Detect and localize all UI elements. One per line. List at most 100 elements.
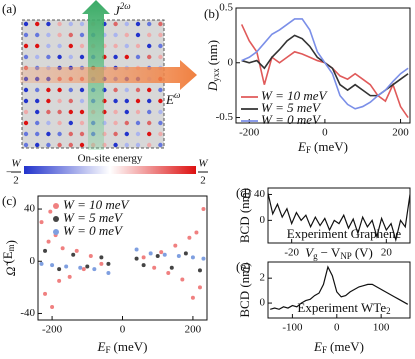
label-part: − V bbox=[321, 245, 341, 260]
data-point bbox=[190, 255, 195, 260]
lattice-site bbox=[23, 109, 29, 115]
data-point bbox=[141, 255, 146, 260]
lattice-site bbox=[147, 32, 152, 38]
data-point bbox=[176, 254, 181, 259]
x-tick-label: -200 bbox=[42, 324, 63, 336]
lattice-site bbox=[135, 142, 141, 148]
lattice-site bbox=[46, 120, 51, 126]
lattice-site bbox=[147, 142, 152, 148]
x-tick-label: -200 bbox=[239, 127, 260, 139]
colorbar-max-numerator: W bbox=[198, 158, 208, 170]
field-symbol: E bbox=[165, 92, 174, 107]
lattice-site bbox=[35, 109, 40, 115]
data-point bbox=[43, 291, 48, 296]
lattice-site bbox=[23, 120, 29, 126]
x-tick-label: 200 bbox=[185, 324, 202, 336]
lattice-site bbox=[57, 109, 62, 115]
data-point bbox=[99, 255, 104, 260]
panel-label: (e) bbox=[236, 259, 250, 274]
lattice-site bbox=[35, 43, 40, 49]
legend-swatch bbox=[53, 229, 59, 235]
lattice-site bbox=[147, 87, 152, 93]
lattice-site bbox=[68, 21, 74, 27]
data-point bbox=[39, 220, 44, 225]
data-point bbox=[201, 256, 206, 261]
lattice-site bbox=[79, 98, 85, 104]
legend-label: W = 10 meV bbox=[63, 197, 131, 212]
legend-label: W = 5 meV bbox=[261, 100, 322, 115]
lattice-site bbox=[113, 142, 118, 148]
lattice-site bbox=[35, 120, 40, 126]
lattice-site bbox=[158, 87, 163, 93]
data-point bbox=[71, 252, 76, 257]
lattice-site bbox=[135, 87, 141, 93]
lattice-site bbox=[135, 98, 141, 104]
data-point bbox=[50, 304, 55, 309]
data-point bbox=[162, 252, 167, 257]
y-tick-label: 0 bbox=[260, 214, 266, 226]
data-point bbox=[134, 247, 139, 252]
field-label: Eω bbox=[165, 90, 180, 107]
lattice-site bbox=[79, 43, 85, 49]
x-tick-label: 200 bbox=[392, 127, 409, 139]
lattice-site bbox=[46, 109, 51, 115]
axis-label: BCD (nm) bbox=[237, 188, 252, 243]
label-part: F bbox=[106, 345, 111, 355]
label-part: Experiment WTe bbox=[297, 300, 386, 315]
current-label: J2ω bbox=[114, 1, 131, 18]
data-line bbox=[270, 265, 409, 310]
y-tick-label: 2 bbox=[260, 272, 266, 284]
lattice-diagram: (a) J2ω Eω On-site energy − W 2 W 2 bbox=[2, 0, 208, 187]
lattice-site bbox=[23, 131, 29, 137]
lattice-site bbox=[158, 109, 163, 115]
lattice-site bbox=[113, 109, 118, 115]
lattice-site bbox=[113, 43, 118, 49]
data-point bbox=[148, 251, 153, 256]
data-line bbox=[241, 18, 409, 110]
lattice-site bbox=[79, 32, 85, 38]
label-part: V bbox=[305, 245, 315, 260]
lattice-site bbox=[158, 131, 163, 137]
data-point bbox=[173, 243, 178, 248]
label-part: (meV) bbox=[314, 139, 348, 154]
lattice-site bbox=[46, 32, 51, 38]
label-part: BCD (nm) bbox=[237, 262, 252, 317]
label-part: E bbox=[97, 339, 106, 354]
y-tick-label: 0 bbox=[260, 297, 266, 309]
lattice-site bbox=[57, 87, 62, 93]
lattice-site bbox=[135, 131, 141, 137]
data-point bbox=[197, 268, 202, 273]
lattice-site bbox=[23, 43, 29, 49]
axis-label: EF (meV) bbox=[313, 339, 364, 355]
lattice-site bbox=[79, 87, 85, 93]
lattice-site bbox=[135, 54, 141, 60]
y-tick-label: 40 bbox=[254, 188, 266, 200]
data-point bbox=[99, 261, 104, 266]
colorbar-min-numerator: W bbox=[11, 158, 21, 170]
lattice-site bbox=[135, 21, 141, 27]
label-part: BCD (nm) bbox=[237, 188, 252, 243]
y-tick-label: 0 bbox=[30, 255, 36, 267]
lattice-site bbox=[158, 120, 163, 126]
lattice-site bbox=[46, 142, 51, 148]
label-part: NP bbox=[340, 251, 352, 261]
data-point bbox=[81, 267, 86, 272]
lattice-site bbox=[79, 109, 85, 115]
label-part: ) bbox=[3, 240, 18, 244]
lattice-site bbox=[68, 131, 74, 137]
lattice-site bbox=[124, 131, 129, 137]
current-superscript: 2ω bbox=[120, 1, 131, 11]
lattice-site bbox=[113, 131, 118, 137]
label-part: E bbox=[297, 139, 306, 154]
lattice-site bbox=[57, 43, 62, 49]
lattice-site bbox=[135, 43, 141, 49]
lattice-site bbox=[57, 21, 62, 27]
label-part: (meV) bbox=[114, 339, 148, 354]
data-point bbox=[88, 254, 93, 259]
lattice-site bbox=[35, 21, 40, 27]
lattice-site bbox=[68, 142, 74, 148]
lattice-site bbox=[23, 142, 29, 148]
plot-area bbox=[268, 193, 410, 243]
lattice-site bbox=[46, 43, 51, 49]
